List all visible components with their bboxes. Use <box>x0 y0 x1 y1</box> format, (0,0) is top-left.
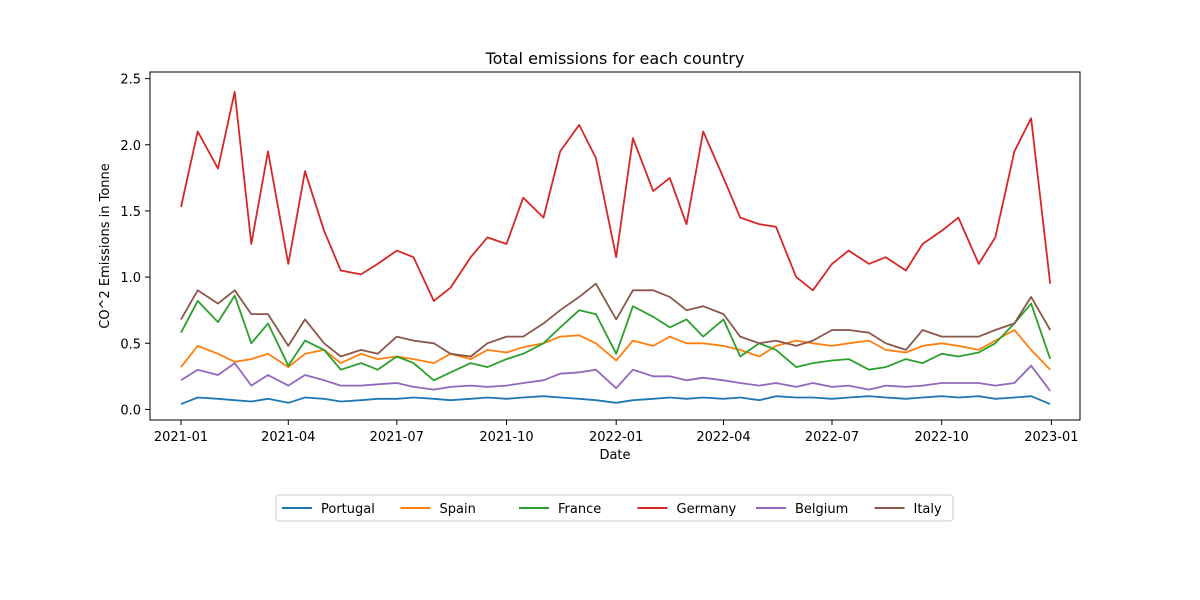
y-tick-label: 1.0 <box>120 271 141 286</box>
plot-lines <box>180 90 1052 405</box>
x-tick-label: 2022-01 <box>589 430 643 445</box>
x-tick-label: 2021-07 <box>370 430 424 445</box>
legend-label-italy: Italy <box>914 502 943 517</box>
x-tick-label: 2022-04 <box>696 430 750 445</box>
legend: Portugal Spain France Germany Belgium Italy <box>275 494 954 522</box>
legend-box <box>275 494 954 522</box>
legend-label-france: France <box>558 502 601 517</box>
series-line-spain <box>180 329 1051 371</box>
x-tick-label: 2023-01 <box>1024 430 1078 445</box>
y-tick-label: 0.0 <box>120 403 141 418</box>
chart-title: Total emissions for each country <box>485 49 745 68</box>
series-line-france <box>180 294 1052 382</box>
x-tick-label: 2021-01 <box>154 430 208 445</box>
legend-label-germany: Germany <box>677 502 737 517</box>
x-axis: 2021-01 2021-04 2021-07 2021-10 2022-01 2022-… <box>154 420 1079 445</box>
series-line-belgium <box>180 362 1051 392</box>
y-axis-label: CO^2 Emissions in Tonne <box>98 163 113 329</box>
y-axis: 0.0 0.5 1.0 1.5 2.0 2.5 <box>120 73 150 418</box>
legend-label-belgium: Belgium <box>795 502 848 517</box>
series-line-portugal <box>180 395 1051 405</box>
y-tick-label: 2.5 <box>120 73 141 88</box>
y-tick-label: 0.5 <box>120 337 141 352</box>
series-line-italy <box>180 282 1051 358</box>
legend-label-spain: Spain <box>440 502 476 517</box>
x-tick-label: 2022-10 <box>915 430 969 445</box>
x-tick-label: 2021-10 <box>479 430 533 445</box>
series-line-germany <box>180 90 1052 302</box>
x-axis-label: Date <box>599 448 630 463</box>
plot-frame <box>149 71 1081 421</box>
x-tick-label: 2021-04 <box>261 430 315 445</box>
legend-label-portugal: Portugal <box>321 502 375 517</box>
y-tick-label: 2.0 <box>120 139 141 154</box>
y-tick-label: 1.5 <box>120 205 141 220</box>
x-tick-label: 2022-07 <box>805 430 859 445</box>
